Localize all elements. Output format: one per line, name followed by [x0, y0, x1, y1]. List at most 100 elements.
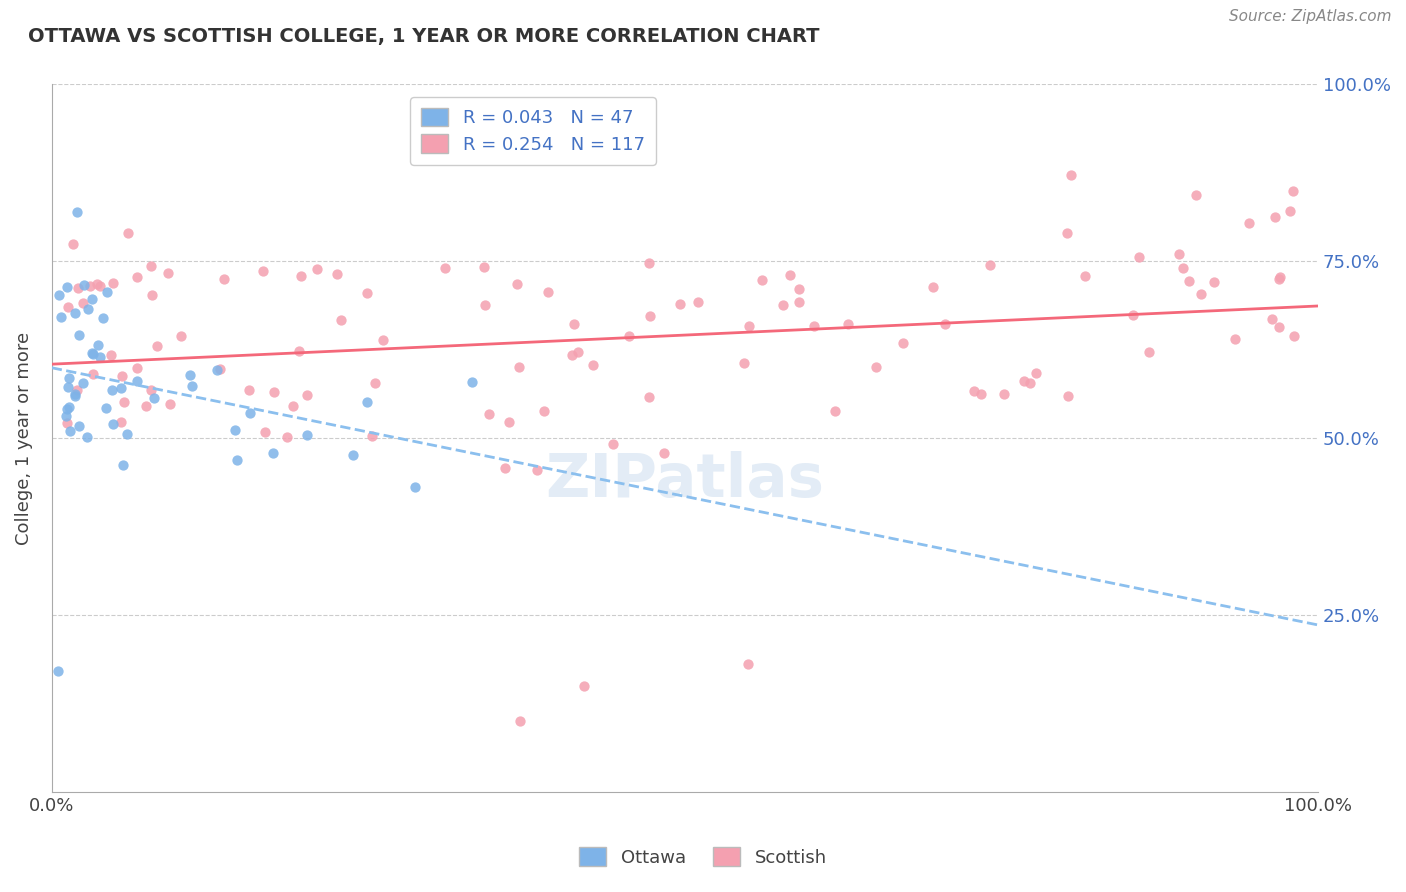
Point — [159, 397, 181, 411]
Point — [207, 362, 229, 376]
Point — [533, 404, 555, 418]
Point — [125, 374, 148, 388]
Text: ZIPatlas: ZIPatlas — [546, 451, 824, 510]
Point — [145, 339, 167, 353]
Point — [478, 407, 501, 421]
Point — [342, 448, 364, 462]
Point — [581, 358, 603, 372]
Point — [58, 370, 80, 384]
Point — [112, 458, 135, 472]
Point — [58, 400, 80, 414]
Point — [837, 318, 859, 332]
Point — [100, 348, 122, 362]
Point — [356, 394, 378, 409]
Point — [76, 430, 98, 444]
Point — [567, 345, 589, 359]
Point — [494, 461, 516, 475]
Point — [79, 279, 101, 293]
Point — [82, 292, 104, 306]
Point — [1128, 250, 1150, 264]
Point — [506, 277, 529, 292]
Point — [1278, 203, 1301, 218]
Point — [156, 266, 179, 280]
Point — [1264, 210, 1286, 224]
Point — [638, 256, 661, 270]
Point — [373, 333, 395, 347]
Text: Source: ZipAtlas.com: Source: ZipAtlas.com — [1229, 9, 1392, 24]
Point — [59, 424, 82, 438]
Point — [125, 270, 148, 285]
Point — [224, 423, 246, 437]
Point — [139, 259, 162, 273]
Point — [58, 380, 80, 394]
Point — [1178, 274, 1201, 288]
Point — [101, 276, 124, 290]
Point — [56, 280, 79, 294]
Point — [1202, 275, 1225, 289]
Point — [111, 369, 134, 384]
Point — [404, 479, 426, 493]
Point — [993, 387, 1015, 401]
Point — [94, 401, 117, 415]
Point — [170, 329, 193, 343]
Point — [89, 278, 111, 293]
Point — [179, 368, 201, 383]
Point — [474, 298, 496, 312]
Point — [72, 376, 94, 390]
Point — [48, 287, 70, 301]
Point — [962, 384, 984, 398]
Point — [46, 665, 69, 679]
Point — [56, 301, 79, 315]
Point — [979, 258, 1001, 272]
Point — [751, 273, 773, 287]
Point — [787, 283, 810, 297]
Point — [238, 383, 260, 397]
Point — [263, 384, 285, 399]
Point — [472, 260, 495, 274]
Point — [733, 356, 755, 370]
Point — [934, 317, 956, 331]
Point — [1270, 269, 1292, 284]
Point — [1268, 271, 1291, 285]
Point — [1189, 287, 1212, 301]
Point — [617, 328, 640, 343]
Point — [652, 446, 675, 460]
Point — [51, 310, 73, 325]
Point — [110, 415, 132, 429]
Point — [290, 269, 312, 284]
Point — [65, 389, 87, 403]
Point — [295, 388, 318, 402]
Point — [110, 381, 132, 395]
Point — [1173, 260, 1195, 275]
Point — [561, 348, 583, 362]
Point — [1056, 226, 1078, 240]
Point — [1268, 320, 1291, 334]
Point — [297, 427, 319, 442]
Point — [212, 272, 235, 286]
Point — [96, 285, 118, 299]
Point — [1167, 247, 1189, 261]
Point — [329, 313, 352, 327]
Point — [252, 264, 274, 278]
Point — [498, 415, 520, 429]
Point — [824, 404, 846, 418]
Point — [921, 280, 943, 294]
Point — [787, 294, 810, 309]
Point — [142, 392, 165, 406]
Point — [361, 429, 384, 443]
Point — [1281, 184, 1303, 198]
Point — [73, 277, 96, 292]
Point — [141, 288, 163, 302]
Text: OTTAWA VS SCOTTISH COLLEGE, 1 YEAR OR MORE CORRELATION CHART: OTTAWA VS SCOTTISH COLLEGE, 1 YEAR OR MO… — [28, 27, 820, 45]
Point — [77, 302, 100, 317]
Point — [125, 360, 148, 375]
Point — [738, 318, 761, 333]
Legend: Ottawa, Scottish: Ottawa, Scottish — [572, 840, 834, 874]
Point — [181, 378, 204, 392]
Point — [779, 268, 801, 282]
Point — [66, 204, 89, 219]
Point — [101, 383, 124, 397]
Point — [66, 383, 89, 397]
Point — [281, 399, 304, 413]
Point — [82, 346, 104, 360]
